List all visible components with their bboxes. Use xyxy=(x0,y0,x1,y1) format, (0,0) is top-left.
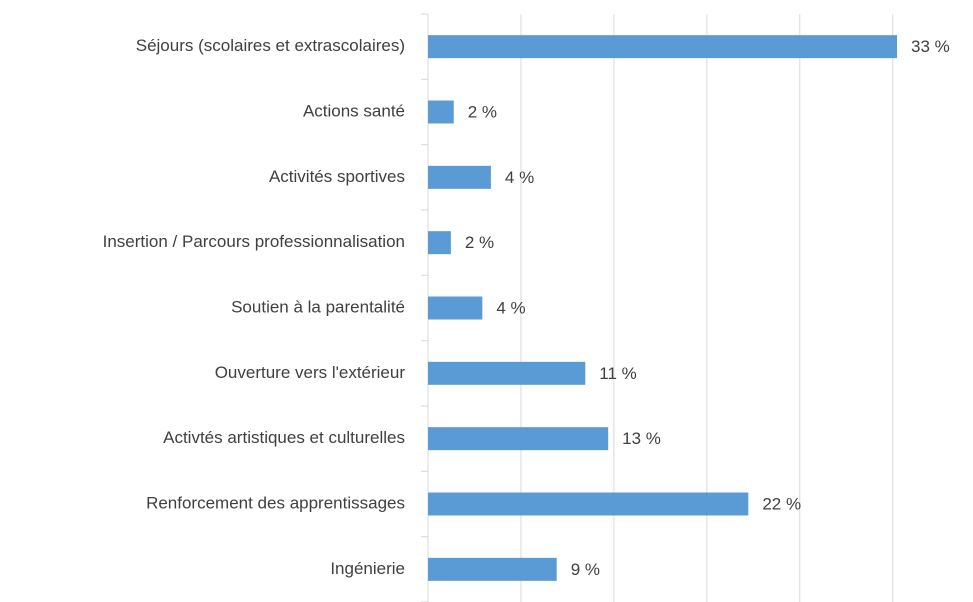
value-label: 33 % xyxy=(911,37,950,56)
category-label: Ouverture vers l'extérieur xyxy=(215,363,406,382)
category-label: Activités sportives xyxy=(269,167,405,186)
value-label: 22 % xyxy=(762,494,801,513)
value-label: 2 % xyxy=(465,233,494,252)
category-label: Soutien à la parentalité xyxy=(231,297,405,316)
category-label: Actions santé xyxy=(303,101,405,120)
bar xyxy=(428,361,586,385)
category-label: Séjours (scolaires et extrascolaires) xyxy=(136,36,405,55)
bar xyxy=(428,165,491,189)
bar xyxy=(428,492,749,516)
bar xyxy=(428,557,557,581)
bar xyxy=(428,231,451,255)
value-label: 9 % xyxy=(571,560,600,579)
bar xyxy=(428,100,454,124)
value-label: 4 % xyxy=(496,298,525,317)
category-label: Activtés artistiques et culturelles xyxy=(163,428,405,447)
category-label: Renforcement des apprentissages xyxy=(146,493,405,512)
category-label: Ingénierie xyxy=(330,559,405,578)
value-label: 2 % xyxy=(468,102,497,121)
bar xyxy=(428,296,483,320)
category-label: Insertion / Parcours professionnalisatio… xyxy=(103,232,405,251)
value-label: 4 % xyxy=(505,168,534,187)
bar xyxy=(428,35,898,59)
bar xyxy=(428,427,609,451)
value-label: 11 % xyxy=(599,364,637,383)
value-label: 13 % xyxy=(622,429,661,448)
